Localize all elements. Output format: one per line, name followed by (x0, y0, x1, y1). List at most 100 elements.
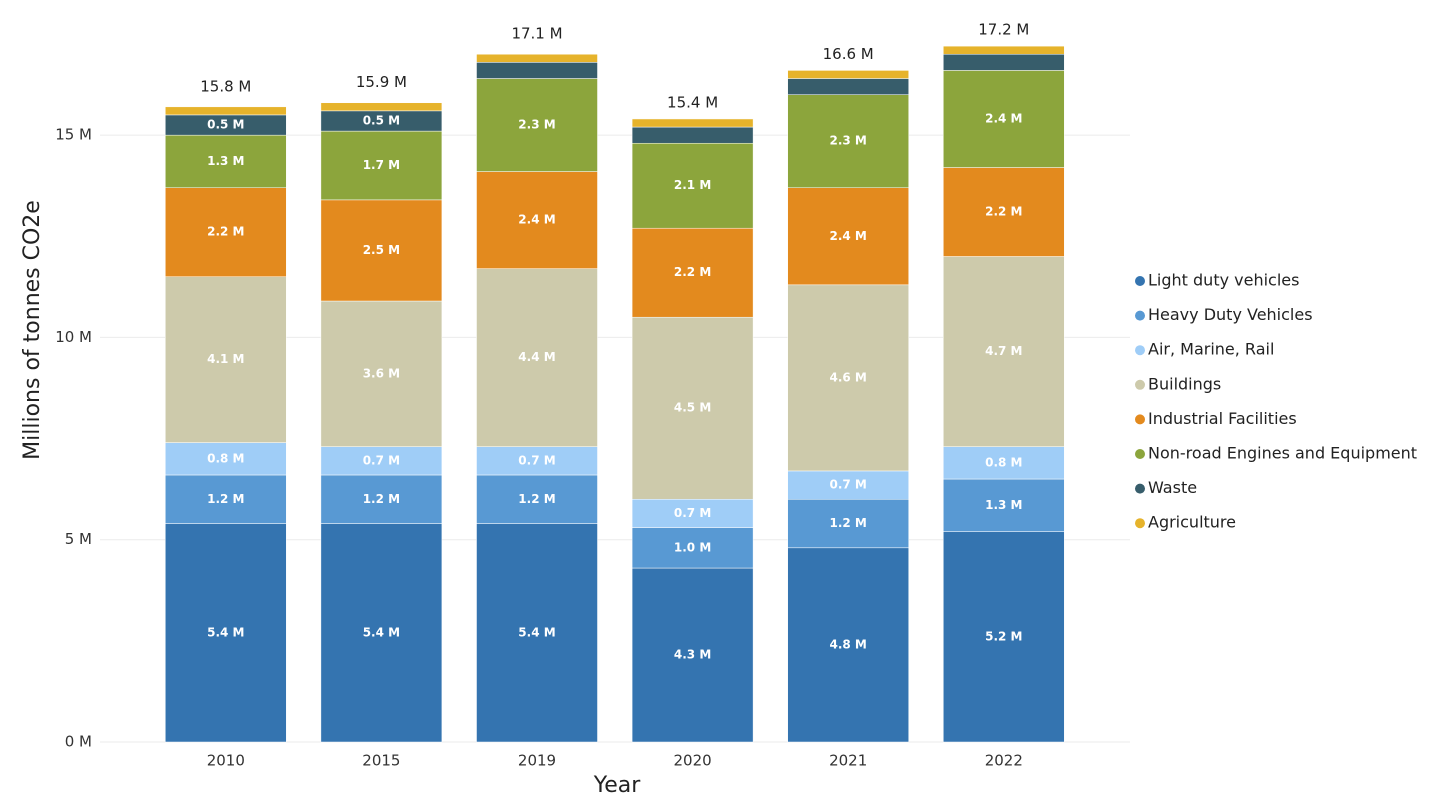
segment-label: 2.5 M (363, 243, 400, 257)
x-tick-label: 2022 (985, 752, 1023, 770)
segment-label: 4.6 M (830, 370, 867, 384)
legend-label: Light duty vehicles (1148, 271, 1299, 290)
bar-segment (320, 300, 443, 447)
legend-marker (1135, 483, 1145, 494)
legend-marker (1135, 276, 1145, 286)
segment-label: 4.5 M (674, 401, 711, 415)
bar-segment (476, 62, 598, 79)
legend-marker (1135, 518, 1145, 529)
bar-segment (165, 442, 287, 476)
segment-label: 5.2 M (985, 629, 1022, 643)
segment-label: 4.8 M (830, 637, 867, 651)
segment-label: 2.2 M (674, 265, 711, 279)
segment-label: 0.7 M (518, 453, 555, 467)
legend-marker (1135, 345, 1145, 356)
bar-segment (320, 130, 443, 201)
bar-segment (631, 118, 754, 128)
segment-label: 2.4 M (518, 213, 555, 227)
bar-segment (476, 53, 598, 63)
legend-marker (1135, 449, 1145, 459)
bar-segment (165, 187, 287, 277)
bar-segment (631, 499, 754, 528)
bar-segment (165, 106, 287, 116)
segment-label: 5.4 M (363, 625, 400, 639)
bar-segment (476, 268, 598, 447)
bar-segment (787, 499, 909, 549)
segment-label: 1.3 M (207, 154, 244, 168)
bar-segment (631, 227, 754, 318)
y-tick-label: 15 M (55, 126, 92, 144)
bar-segment (476, 523, 598, 743)
x-tick-label: 2021 (829, 752, 867, 770)
segment-label: 0.5 M (363, 113, 400, 127)
bar-segment (631, 567, 754, 743)
bar-segment (165, 523, 287, 743)
bar-segment (165, 474, 287, 524)
total-label: 17.2 M (978, 21, 1029, 39)
segment-label: 2.4 M (830, 229, 867, 243)
bar-segment (320, 102, 443, 112)
legend-marker (1135, 310, 1145, 321)
bar-segment (631, 126, 754, 144)
x-tick-label: 2020 (674, 752, 712, 770)
bar-segment (943, 256, 1065, 447)
total-label: 15.4 M (667, 93, 718, 111)
bar-segment (787, 187, 909, 286)
segment-label: 5.4 M (518, 625, 555, 639)
total-label: 17.1 M (511, 25, 562, 43)
bar-segment (943, 478, 1065, 532)
bar-segment (320, 474, 443, 524)
segment-label: 1.2 M (207, 492, 244, 506)
legend-label: Industrial Facilities (1148, 409, 1297, 428)
legend-label: Air, Marine, Rail (1148, 340, 1274, 359)
segment-label: 4.4 M (518, 350, 555, 364)
bar-segment (787, 284, 909, 472)
bar-segment (631, 142, 754, 229)
bar-segment (787, 78, 909, 95)
bar-segment (787, 470, 909, 500)
y-tick-label: 10 M (55, 328, 92, 346)
bar-segment (631, 527, 754, 569)
segment-label: 1.3 M (985, 498, 1022, 512)
total-label: 15.8 M (200, 77, 251, 95)
x-axis-title: Year (593, 773, 642, 798)
x-tick-label: 2019 (518, 752, 556, 770)
legend-marker (1135, 379, 1145, 390)
segment-label: 0.5 M (207, 118, 244, 132)
segment-label: 4.1 M (207, 352, 244, 366)
segment-label: 3.6 M (363, 366, 400, 380)
total-label: 16.6 M (823, 45, 874, 63)
segment-label: 0.8 M (985, 455, 1022, 469)
segment-label: 4.7 M (985, 344, 1022, 358)
x-tick-label: 2010 (207, 752, 245, 770)
y-tick-label: 5 M (65, 530, 92, 548)
bar-segment (165, 134, 287, 188)
bar-segment (320, 523, 443, 743)
segment-label: 2.3 M (830, 134, 867, 148)
legend-label: Non-road Engines and Equipment (1148, 444, 1417, 463)
bar-segment (320, 446, 443, 476)
bar-segment (943, 53, 1065, 71)
y-tick-label: 0 M (65, 733, 92, 751)
bar-segment (476, 171, 598, 269)
x-tick-label: 2015 (362, 752, 400, 770)
segment-label: 5.4 M (207, 625, 244, 639)
segment-label: 4.3 M (674, 648, 711, 662)
bar-segment (165, 276, 287, 443)
segment-label: 2.2 M (207, 225, 244, 239)
segment-label: 2.2 M (985, 205, 1022, 219)
bar-segment (943, 446, 1065, 480)
segment-label: 1.2 M (518, 492, 555, 506)
y-axis-title: Millions of tonnes CO2e (20, 200, 45, 460)
segment-label: 1.2 M (830, 516, 867, 530)
segment-label: 0.8 M (207, 451, 244, 465)
bar-segment (631, 316, 754, 500)
bar-segment (943, 45, 1065, 55)
segment-label: 0.7 M (830, 478, 867, 492)
bar-segment (943, 70, 1065, 168)
bar-segment (787, 70, 909, 79)
legend-label: Buildings (1148, 374, 1221, 393)
bar-segment (476, 78, 598, 172)
legend-label: Agriculture (1148, 513, 1236, 532)
